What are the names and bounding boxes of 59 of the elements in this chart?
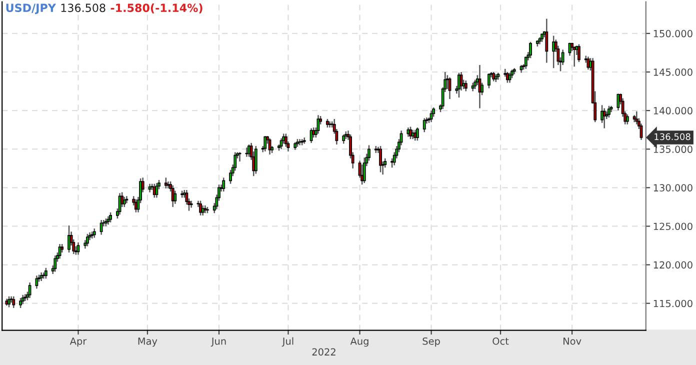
candlestick bbox=[310, 128, 313, 144]
chart-title: USD/JPY bbox=[6, 4, 56, 14]
candlestick bbox=[578, 44, 580, 63]
candlestick bbox=[222, 177, 226, 192]
candlestick bbox=[284, 133, 288, 148]
candlestick bbox=[21, 294, 24, 305]
candlestick bbox=[92, 228, 96, 238]
candlestick bbox=[86, 233, 89, 247]
y-tick-label: 145.000 bbox=[654, 68, 692, 76]
x-tick-label: Jul bbox=[282, 337, 294, 347]
candlestick bbox=[122, 196, 126, 208]
candlestick bbox=[409, 126, 412, 140]
candlestick bbox=[342, 134, 346, 144]
y-tick-label: 135.000 bbox=[654, 146, 692, 153]
candlestick bbox=[28, 282, 32, 299]
y-tick-label: 130.000 bbox=[654, 184, 692, 192]
candlestick bbox=[464, 80, 468, 92]
candlestick bbox=[422, 118, 426, 133]
y-tick-label: 115.000 bbox=[654, 300, 692, 308]
y-tick-label: 125.000 bbox=[654, 222, 692, 230]
x-tick-label: Nov bbox=[564, 338, 582, 345]
candlestick bbox=[109, 212, 112, 223]
candlestick bbox=[416, 126, 419, 142]
candlestick bbox=[626, 114, 629, 126]
candlestick bbox=[552, 35, 556, 69]
candlestick bbox=[264, 135, 267, 152]
x-axis-title: 2022 bbox=[312, 348, 336, 356]
x-tick-label: Aug bbox=[350, 338, 368, 347]
x-tick-label: Jun bbox=[210, 338, 226, 347]
candlestick bbox=[586, 56, 590, 70]
annotation: 136.508 bbox=[61, 4, 106, 12]
candlestick bbox=[414, 129, 417, 142]
candlestick bbox=[616, 92, 620, 112]
candlestick bbox=[529, 41, 532, 59]
candlestick bbox=[245, 146, 248, 158]
candlestick bbox=[201, 204, 204, 216]
candlestick bbox=[19, 297, 22, 309]
candlestick bbox=[430, 110, 433, 123]
candlestick bbox=[54, 254, 57, 272]
x-tick-label: Oct bbox=[492, 337, 509, 345]
candlestick bbox=[164, 177, 168, 190]
y-tick-label: 150.000 bbox=[654, 30, 692, 38]
x-tick-label: Apr bbox=[70, 338, 87, 347]
x-tick-label: Sep bbox=[422, 337, 440, 347]
candlestick bbox=[474, 79, 477, 90]
candlestick bbox=[635, 110, 638, 126]
candlestick bbox=[100, 219, 103, 236]
candlestick bbox=[199, 200, 202, 216]
candlestick bbox=[254, 145, 258, 174]
candlestick bbox=[524, 56, 528, 70]
candlestick bbox=[362, 156, 366, 184]
candlestick bbox=[458, 72, 460, 98]
annotation: 136.508 bbox=[654, 133, 690, 140]
x-tick-label: May bbox=[138, 338, 158, 347]
candlestick bbox=[238, 152, 242, 162]
annotation: -1.580(-1.14%) bbox=[110, 3, 202, 14]
y-tick-label: 120.000 bbox=[654, 261, 692, 269]
candlestick bbox=[35, 274, 38, 290]
y-tick-label: 140.000 bbox=[654, 107, 692, 114]
